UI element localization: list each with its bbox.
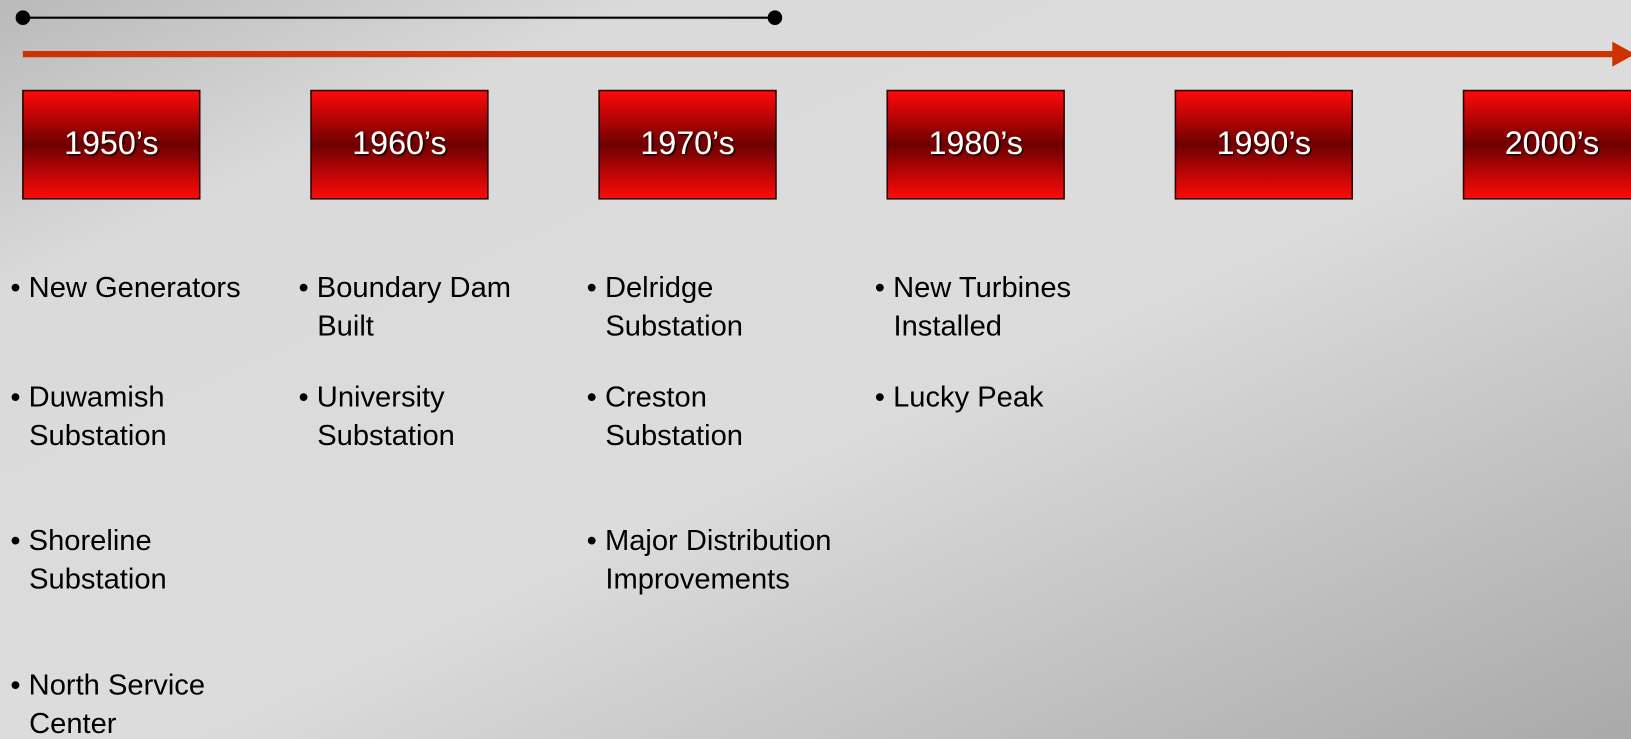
milestone: Substation [29,563,167,595]
milestone: Substation [605,420,743,452]
milestone: • University [299,381,446,413]
milestone: • North Service [10,670,205,702]
milestone: • Shoreline [10,525,151,557]
decade-box [1174,89,1354,200]
decade-box [22,89,201,200]
decade-label: 1970’s [640,125,734,161]
scale-dot [767,10,783,25]
decade-label: 1960’s [352,125,446,161]
decade-label: 1990’s [1217,125,1311,161]
milestone: • Lucky Peak [875,381,1044,413]
milestone: Installed [894,311,1002,343]
milestone: • Duwamish [10,381,164,413]
decade-label: 1980’s [928,125,1022,161]
decade-label: 1950’s [64,125,158,161]
decade-box [598,89,777,200]
timeline: 1950’s • New Generators • Duwamish Substati… [10,89,1631,739]
scale-dot [15,10,31,25]
milestone: • Boundary Dam [299,272,511,304]
decade-box [310,89,489,200]
milestone: Substation [29,420,167,452]
arrow-head [1612,41,1631,67]
decade-label: 2000’s [1505,125,1599,161]
decade-box [886,89,1065,200]
milestone: • New Turbines [875,272,1071,304]
milestone: Substation [317,420,455,452]
milestone: • Delridge [587,272,714,304]
milestone: • Creston [587,381,707,413]
milestone: Substation [605,311,743,343]
milestone: Built [317,311,374,343]
milestone: Center [29,708,117,739]
decade-box [1462,89,1631,200]
milestone: Improvements [605,563,789,595]
milestone: • Major Distribution [587,525,832,557]
milestone: • New Generators [10,272,240,304]
